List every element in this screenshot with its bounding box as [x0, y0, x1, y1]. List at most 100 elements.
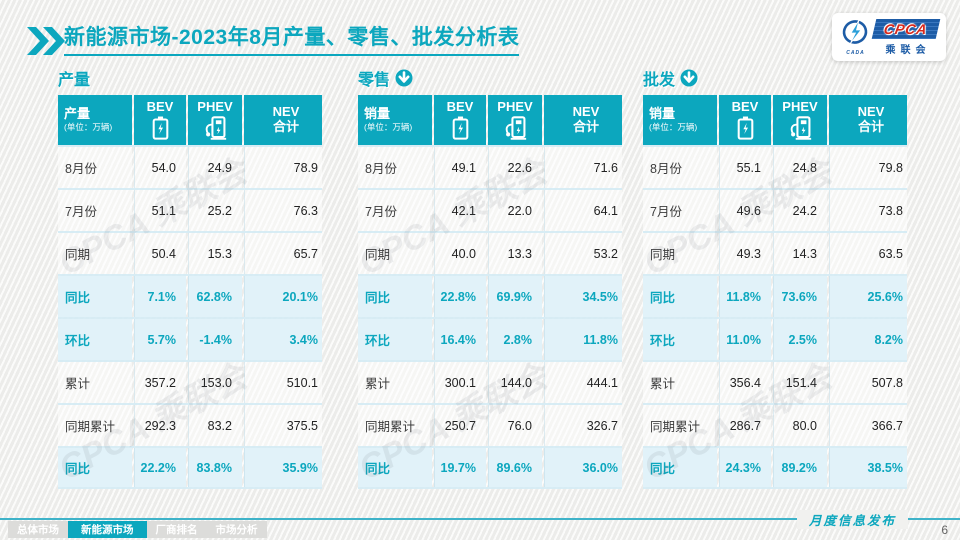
down-arrow-icon: [680, 69, 698, 87]
value-bev: 42.1: [434, 190, 486, 231]
table-row: 累计 300.1 144.0 444.1: [358, 360, 622, 403]
cpca-emblem-label: CADA: [846, 50, 865, 56]
value-nev: 73.8: [829, 190, 907, 231]
value-nev: 65.7: [244, 233, 322, 274]
value-bev: 19.7%: [434, 448, 486, 487]
value-phev: 15.3: [188, 233, 242, 274]
row-label: 环比: [358, 319, 432, 360]
row-label: 同期累计: [358, 405, 432, 446]
value-phev: 89.2%: [773, 448, 827, 487]
value-nev: 79.8: [829, 147, 907, 188]
down-arrow-icon: [395, 69, 413, 87]
header-cell-bev: BEV: [434, 95, 486, 145]
table-row: 同期累计 292.3 83.2 375.5: [58, 403, 322, 446]
value-phev: 153.0: [188, 362, 242, 403]
table-row: 同期 40.0 13.3 53.2: [358, 231, 622, 274]
table-header: 产量 (单位：万辆) BEV PHEV: [58, 95, 322, 145]
table-row: 8月份 54.0 24.9 78.9: [58, 145, 322, 188]
row-label: 同比: [58, 276, 132, 317]
row-label: 同期累计: [58, 405, 132, 446]
footer-tab[interactable]: 新能源市场: [68, 521, 147, 538]
cpca-wordmark: CPCA: [871, 18, 940, 39]
value-phev: 83.2: [188, 405, 242, 446]
value-bev: 50.4: [134, 233, 186, 274]
row-label: 同比: [643, 276, 717, 317]
value-phev: 83.8%: [188, 448, 242, 487]
value-phev: 73.6%: [773, 276, 827, 317]
footer-tab[interactable]: 总体市场: [17, 524, 59, 536]
row-label: 同期: [358, 233, 432, 274]
value-bev: 286.7: [719, 405, 771, 446]
table-row: 7月份 42.1 22.0 64.1: [358, 188, 622, 231]
value-phev: 24.9: [188, 147, 242, 188]
row-label: 同比: [358, 276, 432, 317]
value-bev: 22.2%: [134, 448, 186, 487]
header-cell-nev: NEV 合计: [829, 95, 907, 145]
value-bev: 292.3: [134, 405, 186, 446]
value-nev: 64.1: [544, 190, 622, 231]
value-bev: 250.7: [434, 405, 486, 446]
retail-table: CPCA 乘联会 CPCA 乘联会 销量(单位：万辆) BEV PHEV: [358, 95, 622, 489]
table-body: 8月份 54.0 24.9 78.9 7月份 51.1 25.2 76.3 同期 50.4 15.3…: [58, 145, 322, 489]
section-title: 产量: [58, 72, 91, 89]
publish-label: 月度信息发布: [796, 510, 908, 529]
table-row: 同期 49.3 14.3 63.5: [643, 231, 907, 274]
row-label: 7月份: [58, 190, 132, 231]
table-row: 同比 24.3% 89.2% 38.5%: [643, 446, 907, 489]
header-cell-metric: 销量 (单位：万辆): [643, 95, 717, 145]
row-label: 同期: [58, 233, 132, 274]
value-bev: 16.4%: [434, 319, 486, 360]
value-phev: 80.0: [773, 405, 827, 446]
double-chevron-icon: [27, 27, 65, 55]
header-cell-bev: BEV: [134, 95, 186, 145]
footer-tab[interactable]: 市场分析: [215, 524, 258, 536]
value-bev: 356.4: [719, 362, 771, 403]
wholesale-section: 批发 CPCA 乘联会 CPCA 乘联会 销量(单位：万辆) BEV: [643, 66, 907, 489]
row-label: 7月份: [358, 190, 432, 231]
value-nev: 510.1: [244, 362, 322, 403]
value-nev: 71.6: [544, 147, 622, 188]
header-cell-nev: NEV 合计: [244, 95, 322, 145]
value-nev: 78.9: [244, 147, 322, 188]
value-phev: 2.5%: [773, 319, 827, 360]
value-phev: 76.0: [488, 405, 542, 446]
table-row: 7月份 49.6 24.2 73.8: [643, 188, 907, 231]
row-label: 累计: [643, 362, 717, 403]
wholesale-table: CPCA 乘联会 CPCA 乘联会 销量(单位：万辆) BEV PHEV: [643, 95, 907, 489]
value-bev: 5.7%: [134, 319, 186, 360]
header-cell-phev: PHEV: [773, 95, 827, 145]
charging-station-icon: [790, 116, 812, 140]
table-row: 累计 357.2 153.0 510.1: [58, 360, 322, 403]
value-bev: 49.1: [434, 147, 486, 188]
value-nev: 375.5: [244, 405, 322, 446]
table-row: 累计 356.4 151.4 507.8: [643, 360, 907, 403]
table-row: 同期累计 250.7 76.0 326.7: [358, 403, 622, 446]
table-row: 同比 22.8% 69.9% 34.5%: [358, 274, 622, 317]
value-bev: 24.3%: [719, 448, 771, 487]
value-phev: 24.2: [773, 190, 827, 231]
retail-section: 零售 CPCA 乘联会 CPCA 乘联会 销量(单位：万辆) BEV: [358, 66, 622, 489]
row-label: 8月份: [358, 147, 432, 188]
value-nev: 25.6%: [829, 276, 907, 317]
header-cell-phev: PHEV: [488, 95, 542, 145]
table-row: 8月份 49.1 22.6 71.6: [358, 145, 622, 188]
row-label: 同比: [643, 448, 717, 487]
value-nev: 36.0%: [544, 448, 622, 487]
row-label: 同比: [58, 448, 132, 487]
value-bev: 49.6: [719, 190, 771, 231]
table-row: 环比 11.0% 2.5% 8.2%: [643, 317, 907, 360]
value-bev: 51.1: [134, 190, 186, 231]
row-label: 8月份: [643, 147, 717, 188]
value-nev: 11.8%: [544, 319, 622, 360]
value-bev: 7.1%: [134, 276, 186, 317]
value-nev: 53.2: [544, 233, 622, 274]
row-label: 7月份: [643, 190, 717, 231]
header-cell-nev: NEV 合计: [544, 95, 622, 145]
row-label: 累计: [58, 362, 132, 403]
footer-tab[interactable]: 厂商排名: [155, 524, 198, 536]
table-row: 同期 50.4 15.3 65.7: [58, 231, 322, 274]
value-nev: 326.7: [544, 405, 622, 446]
value-nev: 35.9%: [244, 448, 322, 487]
header-cell-phev: PHEV: [188, 95, 242, 145]
